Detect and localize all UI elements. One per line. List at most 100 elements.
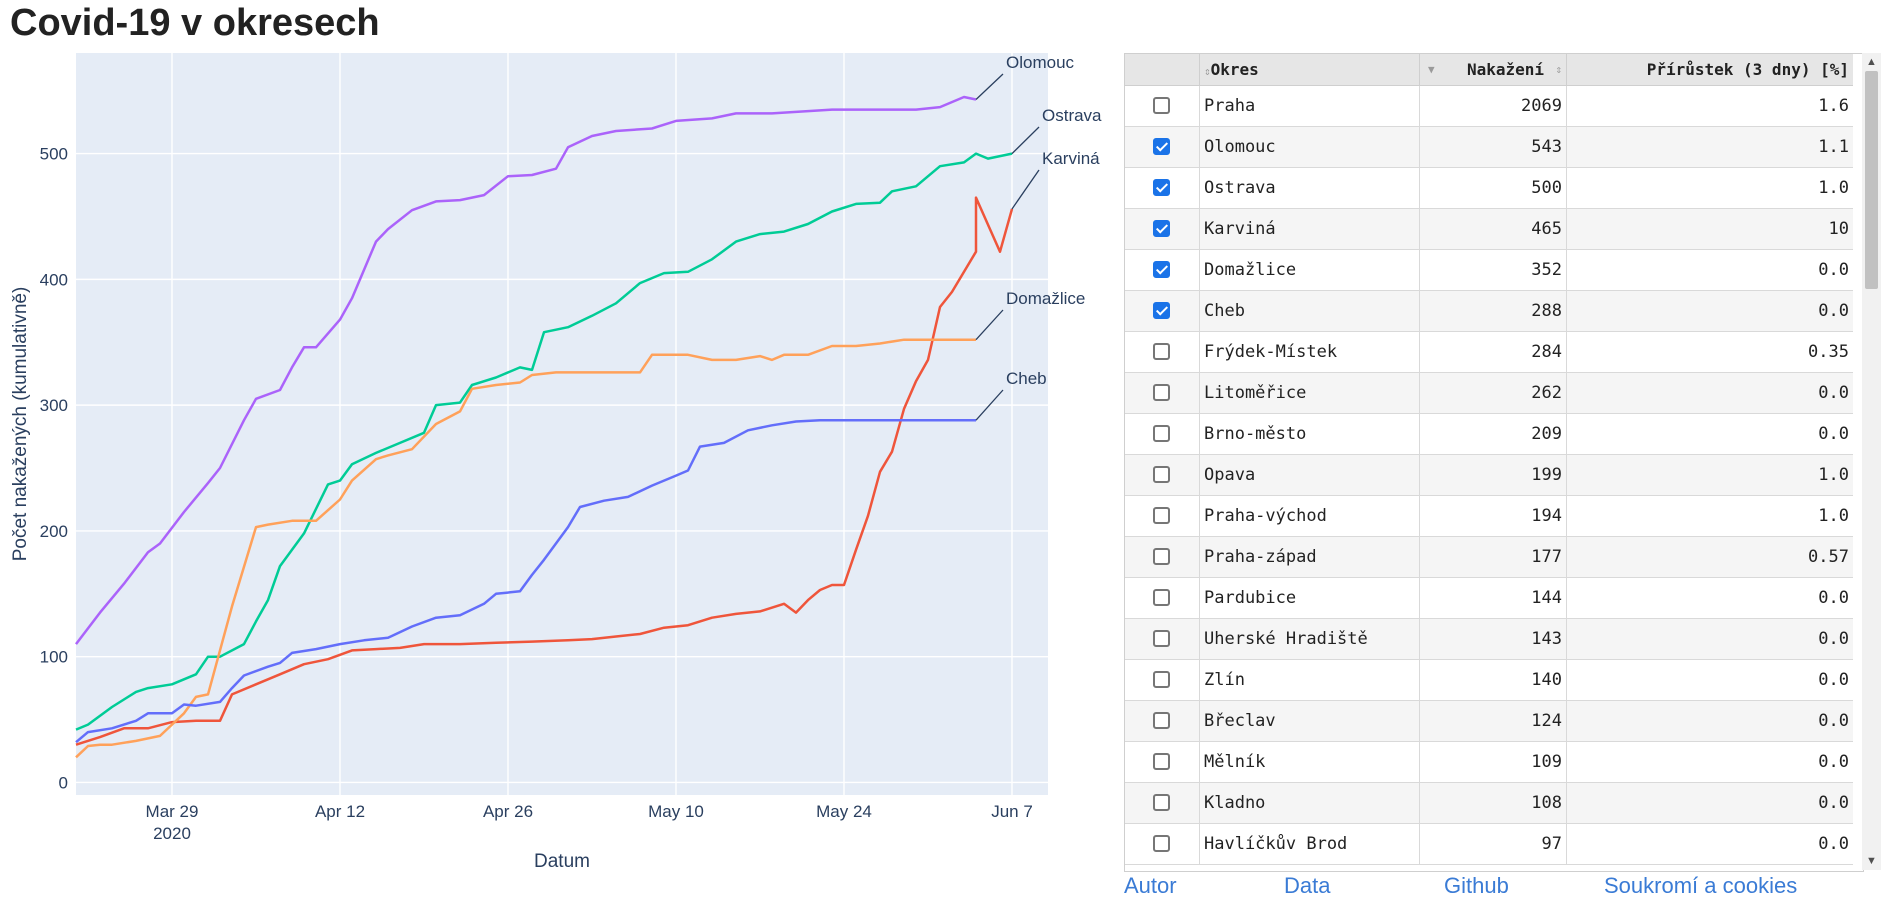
cell-okres: Mělník	[1200, 742, 1420, 782]
cell-prirustek: 0.35	[1808, 342, 1849, 362]
footer-link-data[interactable]: Data	[1284, 873, 1331, 898]
footer-link-privacy[interactable]: Soukromí a cookies	[1604, 873, 1798, 898]
header-checkbox-column	[1125, 54, 1200, 85]
row-checkbox[interactable]	[1153, 753, 1170, 770]
header-okres[interactable]: ⇕Okres	[1200, 54, 1420, 85]
header-nakazeni[interactable]: ▼ Nakažení ⇕	[1420, 54, 1567, 85]
table-row: Praha-západ 177 0.57	[1125, 537, 1853, 578]
cell-okres: Praha	[1200, 86, 1420, 126]
cell-okres: Pardubice	[1200, 578, 1420, 618]
y-tick-label: 100	[40, 648, 68, 667]
footer-link-github[interactable]: Github	[1444, 873, 1509, 898]
series-label-Domažlice: Domažlice	[1006, 289, 1085, 308]
row-checkbox[interactable]	[1153, 179, 1170, 196]
cell-okres: Uherské Hradiště	[1200, 619, 1420, 659]
row-checkbox[interactable]	[1153, 302, 1170, 319]
row-checkbox[interactable]	[1153, 671, 1170, 688]
table-row: Olomouc 543 1.1	[1125, 127, 1853, 168]
row-checkbox[interactable]	[1153, 630, 1170, 647]
cell-okres: Havlíčkův Brod	[1200, 824, 1420, 864]
plot-area	[76, 53, 1048, 795]
row-checkbox[interactable]	[1153, 220, 1170, 237]
table-row: Opava 199 1.0	[1125, 455, 1853, 496]
row-checkbox[interactable]	[1153, 548, 1170, 565]
row-select-cell	[1125, 742, 1200, 782]
scroll-thumb[interactable]	[1865, 71, 1878, 289]
line-chart: Olomouc Ostrava Karviná Domažlice Cheb 0 100 2…	[10, 53, 1102, 872]
cell-nakazeni: 543	[1420, 127, 1567, 167]
header-nakazeni-label: Nakažení	[1466, 60, 1544, 79]
cell-nakazeni: 465	[1420, 209, 1567, 249]
row-checkbox[interactable]	[1153, 507, 1170, 524]
row-checkbox[interactable]	[1153, 466, 1170, 483]
row-checkbox[interactable]	[1153, 384, 1170, 401]
table-row: Litoměřice 262 0.0	[1125, 373, 1853, 414]
cell-prirustek: 0.57	[1808, 547, 1849, 567]
series-label-leader	[975, 389, 1004, 421]
x-tick-label: May 24	[816, 802, 872, 821]
sort-desc-icon: ▼	[1428, 63, 1435, 76]
cell-nakazeni: 199	[1420, 455, 1567, 495]
table-scrollbar[interactable]: ▲ ▼	[1862, 53, 1881, 870]
scroll-down-arrow-icon[interactable]: ▼	[1866, 855, 1877, 867]
series-label-Karviná: Karviná	[1042, 149, 1100, 168]
district-table: ⇕Okres ▼ Nakažení ⇕ Přírůstek (3 dny) [%…	[1124, 53, 1864, 872]
sort-icon: ⇕	[1555, 63, 1562, 76]
cell-nakazeni: 284	[1420, 332, 1567, 372]
y-tick-label: 400	[40, 270, 68, 289]
series-label-leader	[975, 73, 1004, 101]
row-checkbox[interactable]	[1153, 712, 1170, 729]
row-select-cell	[1125, 824, 1200, 864]
table-row: Uherské Hradiště 143 0.0	[1125, 619, 1853, 660]
x-tick-year-label: 2020	[153, 824, 191, 843]
y-tick-label: 500	[40, 145, 68, 164]
table-row: Praha 2069 1.6	[1125, 86, 1853, 127]
series-line-Domažlice	[75, 338, 976, 759]
cell-prirustek: 0.0	[1818, 834, 1849, 854]
cell-nakazeni: 288	[1420, 291, 1567, 331]
row-checkbox[interactable]	[1153, 343, 1170, 360]
series-label-Ostrava: Ostrava	[1042, 106, 1102, 125]
series-label-Olomouc: Olomouc	[1006, 53, 1075, 72]
cell-nakazeni: 177	[1420, 537, 1567, 577]
series-line-Cheb	[75, 418, 976, 744]
x-tick-label: Apr 12	[315, 802, 365, 821]
cell-prirustek: 0.0	[1818, 752, 1849, 772]
table-row: Ostrava 500 1.0	[1125, 168, 1853, 209]
cell-prirustek: 1.0	[1818, 178, 1849, 198]
cell-nakazeni: 124	[1420, 701, 1567, 741]
table-row: Domažlice 352 0.0	[1125, 250, 1853, 291]
table-row: Pardubice 144 0.0	[1125, 578, 1853, 619]
row-checkbox[interactable]	[1153, 589, 1170, 606]
cell-okres: Praha-východ	[1200, 496, 1420, 536]
series-line-Olomouc	[75, 95, 977, 645]
row-checkbox[interactable]	[1153, 261, 1170, 278]
y-tick-label: 200	[40, 522, 68, 541]
x-axis-title: Datum	[534, 851, 590, 872]
row-checkbox[interactable]	[1153, 425, 1170, 442]
cell-prirustek: 0.0	[1818, 383, 1849, 403]
table-row: Mělník 109 0.0	[1125, 742, 1853, 783]
row-checkbox[interactable]	[1153, 138, 1170, 155]
header-prirustek[interactable]: Přírůstek (3 dny) [%]	[1567, 54, 1853, 85]
table-row: Brno-město 209 0.0	[1125, 414, 1853, 455]
table-row: Kladno 108 0.0	[1125, 783, 1853, 824]
cell-nakazeni: 500	[1420, 168, 1567, 208]
x-tick-label: Apr 26	[483, 802, 533, 821]
cell-prirustek: 0.0	[1818, 301, 1849, 321]
series-label-Cheb: Cheb	[1006, 369, 1047, 388]
footer-link-autor[interactable]: Autor	[1124, 873, 1177, 898]
row-checkbox[interactable]	[1153, 97, 1170, 114]
row-checkbox[interactable]	[1153, 835, 1170, 852]
table-row: Cheb 288 0.0	[1125, 291, 1853, 332]
cell-prirustek: 0.0	[1818, 711, 1849, 731]
scroll-up-arrow-icon[interactable]: ▲	[1866, 56, 1877, 68]
cell-okres: Brno-město	[1200, 414, 1420, 454]
cell-prirustek: 1.1	[1818, 137, 1849, 157]
row-select-cell	[1125, 209, 1200, 249]
x-tick-label: Jun 7	[991, 802, 1033, 821]
table-row: Zlín 140 0.0	[1125, 660, 1853, 701]
row-select-cell	[1125, 373, 1200, 413]
cell-okres: Domažlice	[1200, 250, 1420, 290]
row-checkbox[interactable]	[1153, 794, 1170, 811]
